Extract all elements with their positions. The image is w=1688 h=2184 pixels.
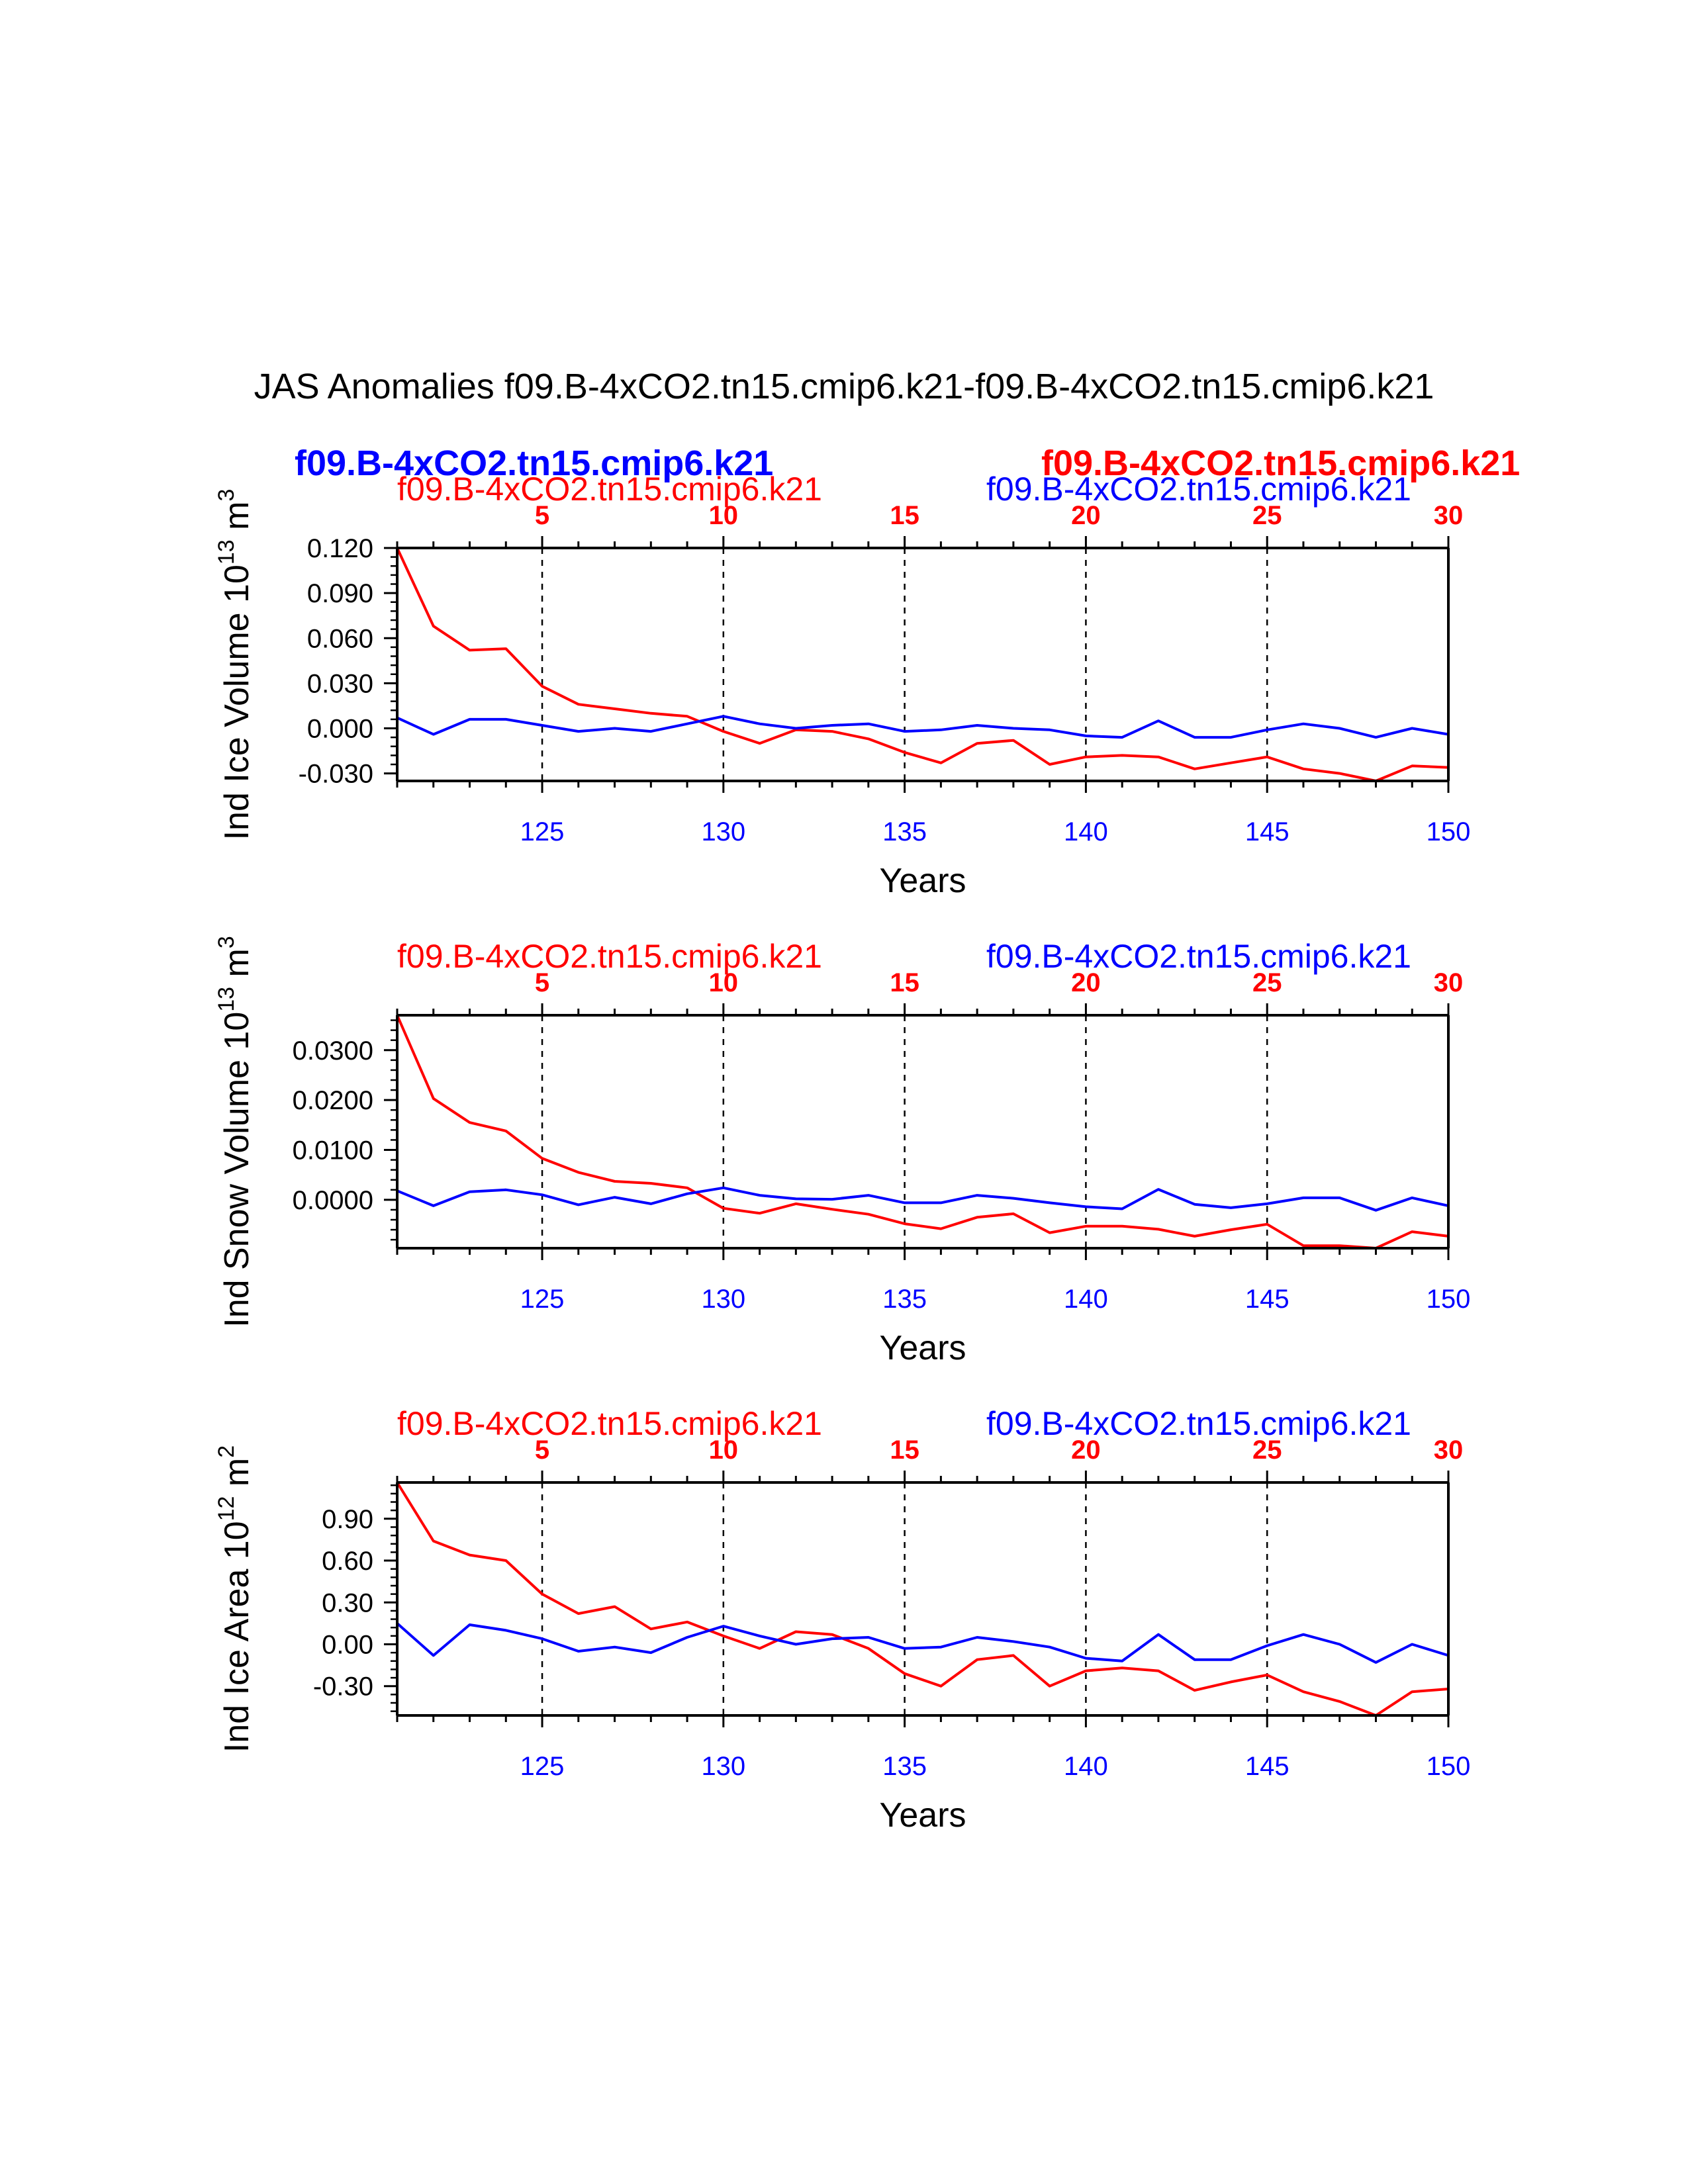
x-axis-title: Years: [879, 862, 966, 900]
y-tick-label: 0.120: [307, 534, 373, 563]
series-line-red: [396, 547, 1449, 782]
top-tick-label: 30: [1434, 968, 1464, 997]
y-tick-label: 0.030: [307, 669, 373, 698]
top-tick-label: 15: [890, 1435, 919, 1465]
bottom-tick-label: 140: [1064, 817, 1108, 846]
y-tick-label: 0.0000: [293, 1186, 373, 1215]
top-tick-label: 15: [890, 501, 919, 530]
y-axis-title: Ind Snow Volume 1013 m3: [214, 936, 256, 1328]
y-axis-title-exp: 13: [214, 539, 239, 565]
top-tick-label: 30: [1434, 1435, 1464, 1465]
top-right-label: f09.B-4xCO2.tn15.cmip6.k21: [986, 1405, 1411, 1442]
series-line-blue: [397, 715, 1449, 739]
top-tick-label: 20: [1071, 968, 1101, 997]
bottom-tick-label: 130: [701, 1752, 745, 1781]
bottom-tick-label: 135: [882, 817, 927, 846]
series-line-blue: [397, 1186, 1449, 1212]
y-axis-title-text: Ind Ice Area 10: [218, 1521, 256, 1752]
series-line-red: [396, 1015, 1449, 1250]
bottom-tick-label: 125: [520, 817, 565, 846]
y-tick-label: 0.0100: [293, 1136, 373, 1165]
top-tick-label: 20: [1071, 1435, 1101, 1465]
y-tick-label: 0.60: [322, 1547, 373, 1576]
panel-ice-volume: f09.B-4xCO2.tn15.cmip6.k21 f09.B-4xCO2.tn…: [214, 471, 1470, 900]
top-tick-label: 25: [1252, 1435, 1282, 1465]
y-axis-title-exp: 12: [214, 1496, 239, 1522]
bottom-tick-label: 135: [882, 1285, 927, 1314]
bottom-tick-label: 150: [1427, 1752, 1471, 1781]
y-axis-title: Ind Ice Area 1012 m2: [214, 1445, 256, 1752]
top-tick-label: 20: [1071, 501, 1101, 530]
y-axis-title-text: Ind Snow Volume 10: [218, 1012, 256, 1328]
y-tick-label: 0.0300: [293, 1036, 373, 1066]
y-axis-title-unit-exp: 2: [214, 1445, 239, 1458]
top-tick-label: 5: [535, 1435, 549, 1465]
y-axis-title: Ind Ice Volume 1013 m3: [214, 489, 256, 841]
bottom-tick-label: 145: [1245, 817, 1289, 846]
top-tick-label: 10: [709, 968, 739, 997]
x-axis-title: Years: [879, 1796, 966, 1835]
y-tick-label: 0.060: [307, 624, 373, 653]
top-tick-label: 25: [1252, 968, 1282, 997]
legend-overlay-blue: f09.B-4xCO2.tn15.cmip6.k21: [295, 443, 773, 483]
y-axis-title-unit: m: [218, 1458, 256, 1496]
bottom-tick-label: 150: [1427, 1285, 1471, 1314]
top-right-label: f09.B-4xCO2.tn15.cmip6.k21: [986, 471, 1411, 508]
bottom-tick-label: 135: [882, 1752, 927, 1781]
bottom-tick-label: 150: [1427, 817, 1471, 846]
bottom-tick-label: 145: [1245, 1285, 1289, 1314]
bottom-tick-label: 140: [1064, 1752, 1108, 1781]
top-tick-label: 5: [535, 968, 549, 997]
figure-title: JAS Anomalies f09.B-4xCO2.tn15.cmip6.k21…: [254, 367, 1434, 406]
bottom-tick-label: 125: [520, 1285, 565, 1314]
top-tick-label: 5: [535, 501, 549, 530]
y-axis-title-unit: m: [218, 948, 256, 987]
top-tick-label: 10: [709, 1435, 739, 1465]
y-tick-label: 0.000: [307, 715, 373, 744]
y-tick-label: 0.0200: [293, 1086, 373, 1115]
bottom-tick-label: 140: [1064, 1285, 1108, 1314]
y-axis-title-unit: m: [218, 502, 256, 540]
bottom-tick-label: 130: [701, 1285, 745, 1314]
top-left-label: f09.B-4xCO2.tn15.cmip6.k21: [397, 938, 822, 975]
panel-ice-area: f09.B-4xCO2.tn15.cmip6.k21 f09.B-4xCO2.tn…: [214, 1405, 1470, 1835]
x-axis-title: Years: [879, 1329, 966, 1367]
y-tick-label: 0.090: [307, 579, 373, 608]
top-tick-label: 15: [890, 968, 919, 997]
top-tick-label: 30: [1434, 501, 1464, 530]
y-axis-title-unit-exp: 3: [214, 936, 239, 948]
top-left-label: f09.B-4xCO2.tn15.cmip6.k21: [397, 471, 822, 508]
top-tick-label: 25: [1252, 501, 1282, 530]
series-line-blue: [396, 1622, 1449, 1664]
y-tick-label: 0.30: [322, 1588, 373, 1617]
top-tick-label: 10: [709, 501, 739, 530]
bottom-tick-label: 145: [1245, 1752, 1289, 1781]
panel-snow-volume: f09.B-4xCO2.tn15.cmip6.k21 f09.B-4xCO2.tn…: [214, 936, 1470, 1367]
top-left-label: f09.B-4xCO2.tn15.cmip6.k21: [397, 1405, 822, 1442]
y-axis-title-text: Ind Ice Volume 10: [218, 565, 256, 840]
y-tick-label: -0.30: [313, 1672, 373, 1702]
y-tick-label: 0.00: [322, 1631, 373, 1660]
y-tick-label: -0.030: [299, 760, 373, 789]
series-line-red: [396, 1481, 1449, 1717]
bottom-tick-label: 130: [701, 817, 745, 846]
top-right-label: f09.B-4xCO2.tn15.cmip6.k21: [986, 938, 1411, 975]
y-axis-title-unit-exp: 3: [214, 489, 239, 502]
y-axis-title-exp: 13: [214, 987, 239, 1012]
y-tick-label: 0.90: [322, 1505, 373, 1534]
legend-overlay-red: f09.B-4xCO2.tn15.cmip6.k21: [1041, 443, 1520, 483]
bottom-tick-label: 125: [520, 1752, 565, 1781]
